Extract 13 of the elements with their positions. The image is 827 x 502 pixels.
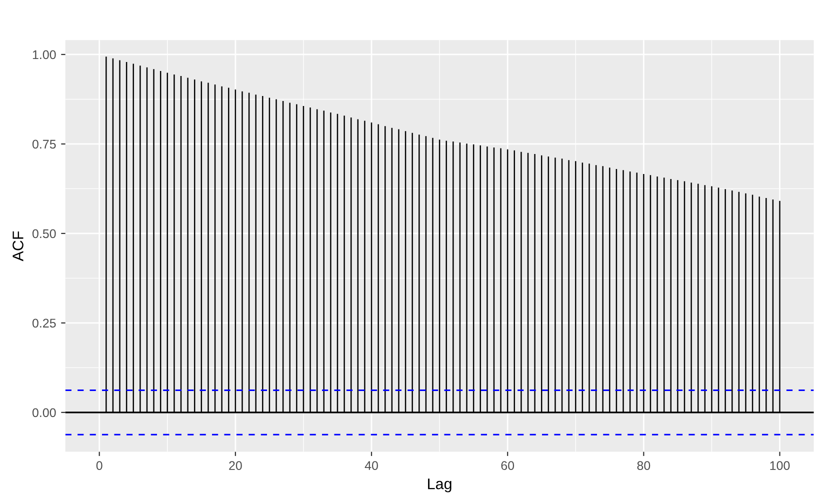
x-tick-label: 80: [637, 461, 650, 470]
y-tick-label: 0.50: [32, 229, 56, 238]
x-axis-title: Lag: [428, 478, 452, 492]
x-tick-label: 40: [364, 461, 378, 470]
y-axis-title: ACF: [12, 231, 24, 262]
x-tick-label: 0: [96, 461, 102, 470]
y-tick-label: 0.25: [32, 318, 56, 328]
y-tick-label: 0.75: [32, 140, 56, 149]
y-tick-label: 1.00: [32, 50, 56, 60]
x-tick-label: 60: [501, 461, 514, 470]
y-tick-label: 0.00: [32, 408, 56, 418]
x-tick-label: 100: [770, 461, 790, 470]
x-tick-label: 20: [229, 461, 242, 470]
